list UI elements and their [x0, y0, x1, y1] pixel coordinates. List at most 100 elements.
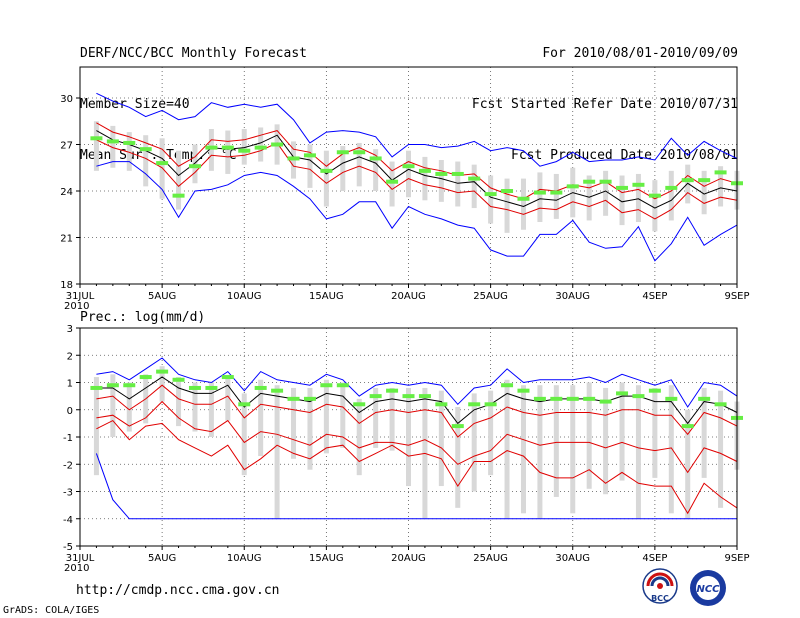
temp-median-mark [238, 148, 251, 153]
precip-box [225, 377, 231, 421]
precip-median-mark [303, 396, 316, 401]
temp-box [192, 144, 198, 184]
temp-median-mark [221, 145, 234, 150]
temp-box [422, 156, 428, 201]
precip-median-mark [468, 402, 481, 407]
temp-x-tick-label: 15AUG [309, 291, 344, 302]
temp-box [504, 178, 510, 233]
temp-box [241, 129, 247, 165]
temp-y-tick-label: 30 [60, 94, 73, 105]
temp-median-mark [484, 192, 497, 197]
temp-median-mark [435, 171, 448, 176]
temp-median-mark [369, 156, 382, 161]
precip-median-mark [287, 396, 300, 401]
precip-box [159, 366, 165, 402]
precip-median-mark [533, 396, 546, 401]
temp-box [455, 161, 461, 207]
precip-y-tick-label: -5 [63, 542, 73, 553]
precip-low-spread-line [96, 419, 738, 515]
precip-box [389, 387, 395, 451]
precip-x-tick-label: 20AUG [391, 553, 426, 564]
precip-median-mark [90, 385, 103, 390]
temp-median-mark [254, 145, 267, 150]
precip-box [701, 387, 707, 478]
precip-box [668, 385, 674, 514]
ncc-logo: NCC [690, 570, 726, 606]
temp-box [488, 175, 494, 224]
temp-median-mark [698, 178, 711, 183]
footer-url[interactable]: http://cmdp.ncc.cma.gov.cn [76, 583, 280, 598]
precip-median-mark [698, 396, 711, 401]
header-right: For 2010/08/01-2010/09/09 Fcst Started R… [472, 11, 738, 181]
ncc-logo-text: NCC [696, 584, 720, 595]
precip-box [619, 382, 625, 481]
temp-x-tick-label: 5AUG [148, 291, 176, 302]
precip-median-mark [188, 385, 201, 390]
bcc-logo-text: BCC [651, 594, 669, 603]
temp-median-mark [106, 139, 119, 144]
temp-box [652, 180, 658, 232]
precip-box [685, 409, 691, 519]
temp-box [176, 150, 182, 210]
precip-box [406, 387, 411, 487]
precip-median-mark [402, 394, 415, 399]
precip-x-tick-year-label: 2010 [64, 563, 89, 574]
temp-box [356, 142, 362, 187]
precip-median-mark [386, 388, 399, 393]
temp-median-mark [303, 153, 316, 158]
temp-box [520, 178, 526, 230]
precip-median-mark [353, 402, 366, 407]
precip-x-tick-label: 25AUG [473, 553, 508, 564]
precip-box [603, 387, 609, 495]
precip-box [718, 390, 724, 508]
precip-envelope-max-line [96, 357, 738, 408]
precip-x-tick-label: 10AUG [227, 553, 262, 564]
precip-box [291, 387, 297, 459]
temp-box [225, 130, 231, 174]
precip-box [635, 385, 641, 519]
precip-x-tick-label: 9SEP [724, 553, 749, 564]
temp-median-mark [648, 193, 661, 198]
precip-median-mark [320, 383, 333, 388]
temp-median-mark [714, 170, 727, 175]
temp-box [143, 135, 149, 187]
temp-median-mark [320, 168, 333, 173]
temp-x-tick-label: 31JUL [66, 291, 95, 302]
precip-median-mark [418, 394, 431, 399]
precip-box [455, 407, 461, 508]
temp-median-mark [205, 145, 218, 150]
temp-box [373, 149, 379, 191]
precip-box [340, 382, 346, 448]
precip-box [126, 382, 132, 432]
temp-median-mark [90, 136, 103, 141]
precip-median-mark [599, 399, 612, 404]
precip-median-mark [254, 385, 267, 390]
temp-box [586, 175, 592, 221]
precip-box [192, 382, 198, 432]
precip-median-mark [550, 396, 563, 401]
precip-box [93, 377, 99, 476]
precip-median-mark [123, 383, 136, 388]
grads-credit: GrADS: COLA/IGES [3, 605, 100, 616]
temp-box [718, 166, 724, 207]
temp-x-tick-label: 4SEP [642, 291, 667, 302]
temp-box [307, 144, 313, 188]
precip-median-mark [271, 388, 284, 393]
temp-x-tick-label: 20AUG [391, 291, 426, 302]
precip-box [323, 379, 329, 454]
precip-median-mark [221, 375, 234, 380]
temp-median-mark [583, 179, 596, 184]
precip-box [356, 398, 362, 476]
forecast-period: For 2010/08/01-2010/09/09 [542, 46, 738, 61]
temp-median-mark [123, 140, 136, 145]
precip-median-mark [517, 388, 530, 393]
member-size: Member Size=40 [80, 97, 190, 112]
temp-median-mark [517, 196, 530, 201]
temp-median-mark [665, 185, 678, 190]
temp-envelope-max-line [96, 92, 738, 167]
temp-median-mark [287, 156, 300, 161]
precip-box [504, 379, 510, 519]
temp-box [668, 170, 674, 221]
precip-y-tick-label: 3 [67, 324, 73, 335]
